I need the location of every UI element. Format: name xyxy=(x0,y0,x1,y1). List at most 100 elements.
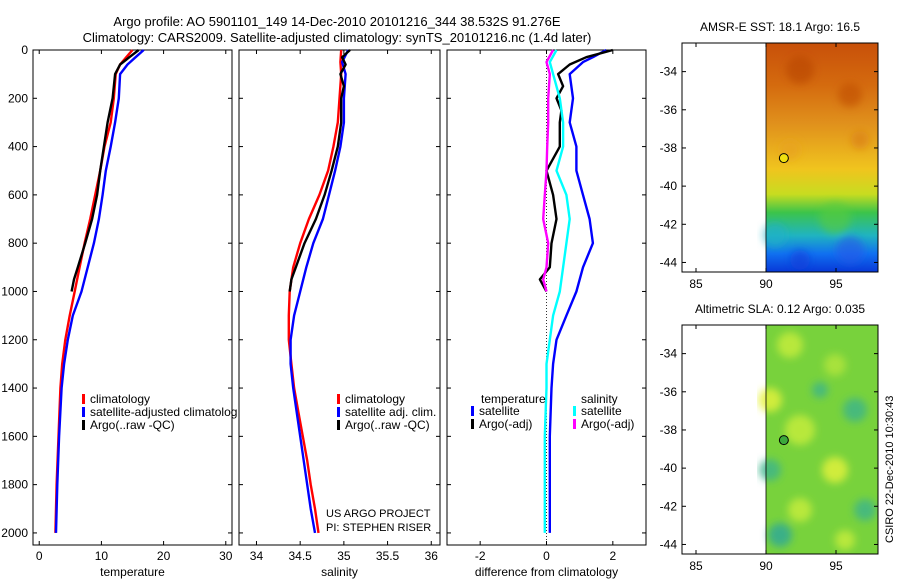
y-tick-label: -36 xyxy=(660,385,678,399)
series-line xyxy=(538,48,614,293)
x-tick-label: 2 xyxy=(609,549,616,563)
project-text-line2: PI: STEPHEN RISER xyxy=(326,522,431,534)
series-line xyxy=(289,49,350,534)
x-tick-label: 10 xyxy=(95,549,109,563)
y-tick-label: 1800 xyxy=(1,478,28,492)
sla-patch xyxy=(824,354,846,376)
x-axis-label: difference from climatology xyxy=(475,565,618,579)
sla-patch xyxy=(759,459,781,481)
legend-label: climatology xyxy=(345,392,405,406)
series-line xyxy=(54,49,145,533)
legend-label: satellite xyxy=(479,404,520,418)
legend-swatch xyxy=(471,406,474,416)
sla-patch xyxy=(768,523,792,547)
y-tick-label: 2000 xyxy=(1,526,28,540)
legend-swatch xyxy=(82,394,85,404)
y-tick-label: -40 xyxy=(660,179,678,193)
sst-map-panel: AMSR-E SST: 18.1 Argo: 16.5 -34 -36 -38 -40 -… xyxy=(660,20,879,291)
legend-header: temperature xyxy=(481,392,546,406)
x-tick-label: 85 xyxy=(689,559,703,573)
credit-text: CSIRO 22-Dec-2010 10:30:43 xyxy=(884,396,896,543)
project-text-line1: US ARGO PROJECT xyxy=(326,508,431,520)
x-tick-label: 0 xyxy=(543,549,550,563)
sla-patch xyxy=(822,457,848,483)
x-tick-label: 20 xyxy=(157,549,171,563)
legend-label: satellite-adjusted climatolog xyxy=(90,405,237,419)
y-tick-label: 1200 xyxy=(1,333,28,347)
y-tick-label: 400 xyxy=(8,140,28,154)
x-tick-label: 85 xyxy=(689,277,703,291)
argo-location-marker xyxy=(778,153,789,164)
x-tick-label: 35 xyxy=(337,549,351,563)
sla-map-panel: Altimetric SLA: 0.12 Argo: 0.035 -34 -36 -3… xyxy=(660,302,879,573)
sla-patch xyxy=(854,499,876,521)
y-tick-label: -42 xyxy=(660,217,678,231)
y-tick-label: -44 xyxy=(660,255,678,269)
series-line xyxy=(548,48,607,533)
y-tick-label: 1400 xyxy=(1,381,28,395)
sla-field xyxy=(758,325,878,554)
legend-swatch xyxy=(337,407,340,417)
sla-texture xyxy=(758,332,876,550)
profile-panels: 0 10 20 30 0 200 400 600 800 1000 1200 1400 1600 1800… xyxy=(1,20,879,579)
x-tick-label: 30 xyxy=(219,549,233,563)
y-tick-label: -34 xyxy=(660,65,678,79)
argo-location-marker xyxy=(778,435,789,446)
legend-label: satellite adj. clim. xyxy=(345,405,436,419)
y-tick-label: 600 xyxy=(8,188,28,202)
y-tick-label: 800 xyxy=(8,236,28,250)
map-title: Altimetric SLA: 0.12 Argo: 0.035 xyxy=(695,302,865,316)
y-tick-label: -42 xyxy=(660,499,678,513)
legend-swatch xyxy=(82,407,85,417)
x-tick-label: 90 xyxy=(759,559,773,573)
map-frame-outline xyxy=(681,42,879,273)
legend-label: Argo(..raw -QC) xyxy=(345,418,430,432)
sst-patch xyxy=(786,56,814,84)
sla-patch xyxy=(835,530,855,550)
sst-patch xyxy=(836,236,864,264)
x-tick-label: 36 xyxy=(425,549,439,563)
y-tick-label: -40 xyxy=(660,461,678,475)
y-tick-label: 1000 xyxy=(1,284,28,298)
x-axis-label: salinity xyxy=(321,565,358,579)
y-tick-label: -44 xyxy=(660,537,678,551)
legend-label: Argo(-adj) xyxy=(581,417,634,431)
y-tick-label: 0 xyxy=(21,43,28,57)
legend-label: Argo(-adj) xyxy=(479,417,532,431)
legend-swatch xyxy=(337,420,340,430)
series-line xyxy=(288,49,351,292)
figure-title-line1: Argo profile: AO 5901101_149 14-Dec-2010… xyxy=(113,14,561,29)
series-line xyxy=(543,49,571,533)
sst-texture xyxy=(763,56,869,270)
x-tick-label: 35.5 xyxy=(376,549,400,563)
legend-swatch xyxy=(573,406,576,416)
plot-frame xyxy=(446,49,647,546)
x-tick-label: 90 xyxy=(759,277,773,291)
map-title: AMSR-E SST: 18.1 Argo: 16.5 xyxy=(700,20,860,34)
sst-patch xyxy=(790,250,810,270)
legend-label: Argo(..raw -QC) xyxy=(90,418,175,432)
sst-patch xyxy=(838,83,862,107)
sla-patch xyxy=(843,398,867,422)
x-tick-label: 34 xyxy=(250,549,264,563)
legend-header: salinity xyxy=(581,392,618,406)
y-tick-label: -36 xyxy=(660,103,678,117)
x-tick-label: 95 xyxy=(829,277,843,291)
legend-label: climatology xyxy=(90,392,150,406)
figure-title-line2: Climatology: CARS2009. Satellite-adjuste… xyxy=(83,30,592,45)
sst-patch xyxy=(819,202,851,234)
plot-frame xyxy=(32,49,233,546)
series-line xyxy=(70,49,140,292)
map-frame-outline xyxy=(681,324,879,555)
profile-panel-2: 34 34.5 35 35.5 36 salinity xyxy=(238,49,441,579)
profile-panel-3: -2 0 2 difference from climatology xyxy=(446,48,647,579)
y-tick-label: 200 xyxy=(8,91,28,105)
sla-patch xyxy=(785,415,815,445)
y-tick-label: -38 xyxy=(660,141,678,155)
plot-frame xyxy=(238,49,441,546)
y-tick-label: 1600 xyxy=(1,429,28,443)
legend-swatch xyxy=(471,419,474,429)
